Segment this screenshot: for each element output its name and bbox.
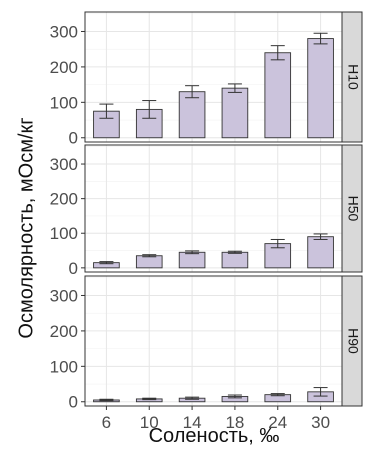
x-tick-label: 10 (140, 413, 159, 432)
bar (178, 91, 206, 139)
bar (264, 52, 292, 139)
x-axis-label: Соленость, ‰ (148, 425, 280, 447)
bar (178, 251, 206, 269)
y-tick-label: 300 (50, 155, 78, 174)
bar (307, 236, 334, 269)
y-tick-label: 300 (50, 286, 78, 305)
x-tick-label: 14 (183, 413, 202, 432)
y-tick-label: 100 (50, 93, 78, 112)
y-tick-label: 0 (69, 393, 78, 412)
facet-strip-label: H10 (345, 64, 361, 90)
y-tick-label: 0 (69, 259, 78, 278)
bar (221, 251, 249, 269)
y-tick-label: 200 (50, 58, 78, 77)
y-tick-label: 0 (69, 129, 78, 148)
facet-strip (341, 275, 363, 407)
y-tick-label: 100 (50, 224, 78, 243)
y-tick-label: 200 (50, 190, 78, 209)
facet-strip (341, 11, 363, 143)
facet-strip-label: H90 (345, 328, 361, 354)
y-axis-label-text: Осмолярность, мОсм/кг (15, 117, 38, 339)
facet-strip (341, 144, 363, 273)
y-tick-label: 300 (50, 22, 78, 41)
y-tick-label: 100 (50, 357, 78, 376)
x-tick-label: 30 (311, 413, 330, 432)
bar (307, 38, 334, 139)
bar (221, 87, 249, 139)
x-tick-label: 6 (102, 413, 111, 432)
facet-strip-label: H50 (345, 196, 361, 222)
y-tick-label: 200 (50, 322, 78, 341)
x-tick-label: 24 (268, 413, 287, 432)
bar (135, 255, 163, 269)
x-tick-label: 18 (225, 413, 244, 432)
